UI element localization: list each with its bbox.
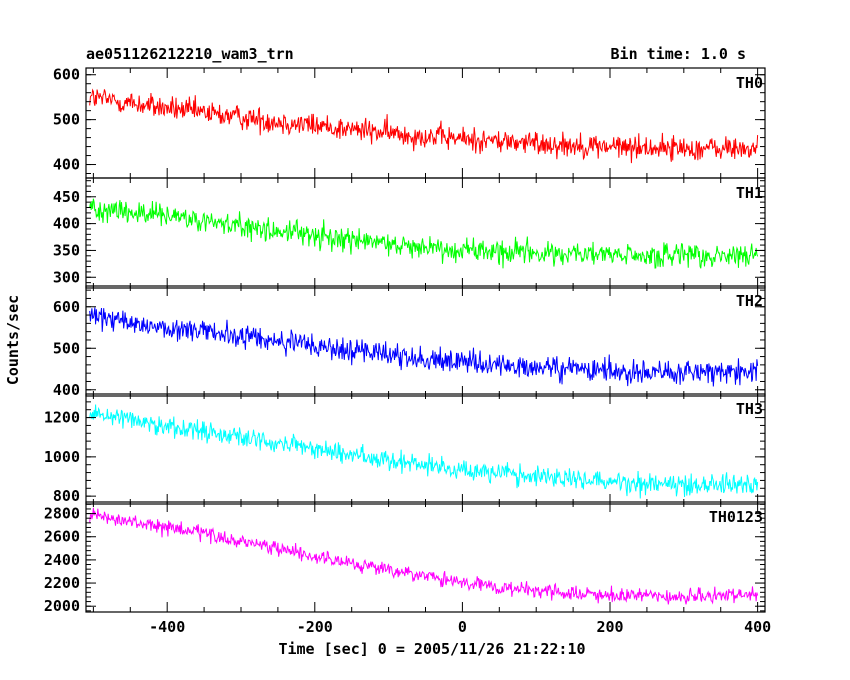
y-tick-label: 600 xyxy=(53,66,80,84)
chart-title-left: ae051126212210_wam3_trn xyxy=(86,45,294,63)
panel-frame xyxy=(85,393,766,505)
series-line-th1 xyxy=(89,198,759,269)
panel-label: TH0123 xyxy=(709,508,763,526)
panel-th2: 400 500 600 TH2 xyxy=(53,285,766,399)
panel-label: TH3 xyxy=(736,400,763,418)
y-tick-label: 500 xyxy=(53,339,80,357)
x-tick-label: 200 xyxy=(596,618,623,636)
y-tick-label: 400 xyxy=(53,381,80,399)
panel-frame xyxy=(85,67,766,179)
x-tick-label: -400 xyxy=(149,618,185,636)
y-tick-label: 1200 xyxy=(44,409,80,427)
panel-frame xyxy=(85,285,766,397)
x-tick-label: 400 xyxy=(744,618,771,636)
panel-label: TH2 xyxy=(736,292,763,310)
series-line-th2 xyxy=(89,307,759,387)
panel-th3: 800 1000 1200 TH3 xyxy=(44,393,766,505)
x-tick-label: -200 xyxy=(297,618,333,636)
y-tick-label: 2000 xyxy=(44,597,80,615)
y-tick-label: 400 xyxy=(53,215,80,233)
x-tick-label: 0 xyxy=(458,618,467,636)
panel-th1: 300 350 400 450 TH1 xyxy=(53,177,766,289)
y-tick-label: 2600 xyxy=(44,528,80,546)
x-axis-label: Time [sec] 0 = 2005/11/26 21:22:10 xyxy=(278,640,585,658)
chart-title-right: Bin time: 1.0 s xyxy=(611,45,746,63)
y-tick-label: 300 xyxy=(53,268,80,286)
panel-label: TH0 xyxy=(736,74,763,92)
series-line-th0123 xyxy=(89,507,759,605)
series-line-th0 xyxy=(89,88,759,164)
panel-label: TH1 xyxy=(736,184,763,202)
panel-frame xyxy=(85,177,766,289)
y-tick-label: 600 xyxy=(53,298,80,316)
y-axis-label: Counts/sec xyxy=(4,295,22,385)
y-tick-label: 500 xyxy=(53,111,80,129)
y-tick-label: 2400 xyxy=(44,551,80,569)
y-tick-label: 1000 xyxy=(44,448,80,466)
y-tick-label: 450 xyxy=(53,188,80,206)
y-tick-label: 2800 xyxy=(44,505,80,523)
panel-th0: 400 500 600 TH0 xyxy=(53,66,766,179)
y-tick-label: 400 xyxy=(53,156,80,174)
panels: 400 500 600 TH0 300 350 400 450 TH1 400 500 600 TH2 8… xyxy=(44,66,771,636)
y-tick-label: 2200 xyxy=(44,574,80,592)
series-line-th3 xyxy=(89,404,759,499)
y-tick-label: 350 xyxy=(53,241,80,259)
panel-th0123: 2000 2200 2400 2600 2800 TH0123 xyxy=(44,501,766,615)
y-tick-label: 800 xyxy=(53,487,80,505)
